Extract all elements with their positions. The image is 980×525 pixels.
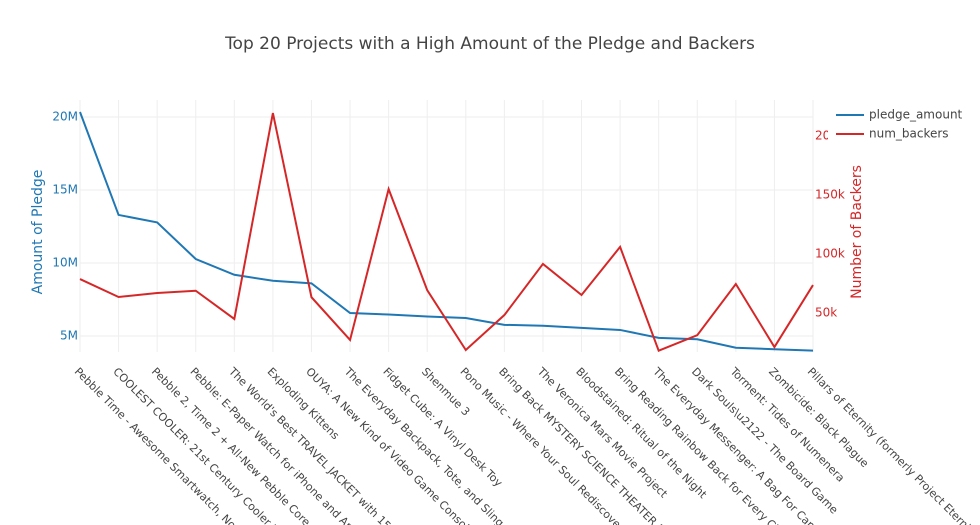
chart-title: Top 20 Projects with a High Amount of th… (224, 34, 755, 54)
y2-tick-label: 150k (815, 187, 845, 201)
legend: pledge_amount num_backers (836, 108, 963, 141)
y2-axis-title: Number of Backers (849, 165, 865, 299)
legend-label: num_backers (869, 127, 949, 141)
grid (79, 100, 814, 352)
series-line (79, 112, 814, 353)
x-tick-label: Exploding Kittens (265, 365, 342, 442)
y-tick-label: 10M (52, 255, 78, 269)
legend-label: pledge_amount (869, 108, 963, 122)
y2-tick-label: 50k (815, 306, 837, 320)
plot (79, 111, 814, 353)
y-tick-label: 5M (60, 328, 78, 342)
x-tick-label: Dark Souls\u2122 - The Board Game (689, 365, 841, 517)
axes: 5M10M15M20M50k100k150k200kAmount of Pled… (30, 109, 980, 525)
y-tick-label: 15M (52, 182, 78, 196)
series-line (79, 111, 814, 352)
y-axis-title: Amount of Pledge (30, 170, 46, 295)
y2-tick-label: 100k (815, 247, 845, 261)
legend-bg (828, 102, 980, 146)
y-tick-label: 20M (52, 109, 78, 123)
